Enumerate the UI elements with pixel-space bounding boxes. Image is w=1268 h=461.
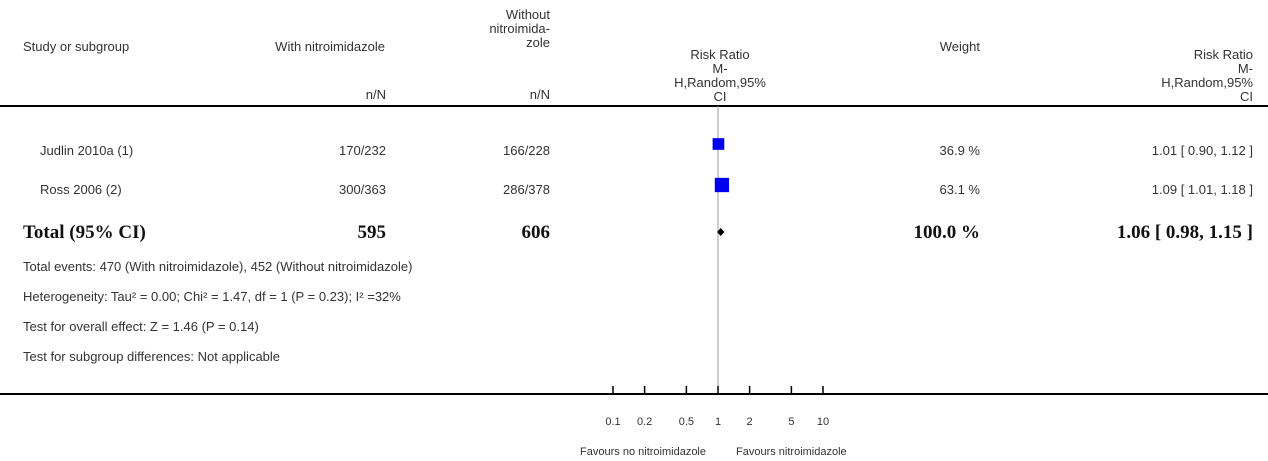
header-plot-line3: H,Random,95% <box>674 75 766 90</box>
pooled-diamond <box>717 228 725 236</box>
header-weight: Weight <box>939 39 980 54</box>
axis-tick-label: 5 <box>788 416 794 428</box>
header-plot-line1: Risk Ratio <box>690 47 750 62</box>
note-subgroup: Test for subgroup differences: Not appli… <box>23 349 281 364</box>
axis-tick-label: 0.1 <box>605 416 620 428</box>
header-plot-line4: CI <box>713 89 727 104</box>
study-control: 166/228 <box>503 143 550 158</box>
header-control-unit: n/N <box>529 87 550 102</box>
study-weight: 36.9 % <box>939 143 980 158</box>
axis-ticks <box>612 386 824 393</box>
header-rr-line2: M- <box>1237 61 1253 76</box>
header-rr-line3: H,Random,95% <box>1161 75 1253 90</box>
axis-tick-label: 1 <box>715 416 721 428</box>
axis-tick-label: 0.5 <box>679 416 694 428</box>
header-treatment-unit: n/N <box>365 87 386 102</box>
study-point-estimate <box>714 177 730 193</box>
study-markers <box>712 138 730 193</box>
axis-tick-label: 10 <box>817 416 829 428</box>
study-treatment: 300/363 <box>339 182 386 197</box>
total-treatment: 595 <box>357 222 387 243</box>
study-ci-text: 1.01 [ 0.90, 1.12 ] <box>1151 143 1253 158</box>
total-ci-text: 1.06 [ 0.98, 1.15 ] <box>1116 222 1253 243</box>
header-rule <box>0 105 1268 107</box>
study-treatment: 170/232 <box>339 143 386 158</box>
axis-tick-labels: 0.1 0.2 0.5 1 2 5 10 <box>605 416 829 428</box>
study-name: Judlin 2010a (1) <box>40 143 134 158</box>
study-weight: 63.1 % <box>939 182 980 197</box>
study-ci-text: 1.09 [ 1.01, 1.18 ] <box>1151 182 1253 197</box>
favours-right-label: Favours nitroimidazole <box>736 446 847 458</box>
note-overall-effect: Test for overall effect: Z = 1.46 (P = 0… <box>23 319 259 334</box>
bottom-rule <box>0 393 1268 395</box>
study-control: 286/378 <box>503 182 550 197</box>
header-control-line1: Without <box>505 7 550 22</box>
header-treatment: With nitroimidazole <box>275 39 385 54</box>
total-label: Total (95% CI) <box>23 222 146 243</box>
header-control-line2: nitroimida- <box>489 21 550 36</box>
total-control: 606 <box>521 222 551 243</box>
favours-left-label: Favours no nitroimidazole <box>580 446 706 458</box>
header-control-line3: zole <box>526 35 550 50</box>
total-weight: 100.0 % <box>913 222 981 243</box>
study-name: Ross 2006 (2) <box>40 182 122 197</box>
note-heterogeneity: Heterogeneity: Tau² = 0.00; Chi² = 1.47,… <box>23 289 401 304</box>
axis-tick-label: 0.2 <box>637 416 652 428</box>
header-study: Study or subgroup <box>23 39 130 54</box>
header-rr-line1: Risk Ratio <box>1193 47 1253 62</box>
header-plot-line2: M- <box>712 61 728 76</box>
axis-tick-label: 2 <box>747 416 753 428</box>
header-rr-line4: CI <box>1240 89 1253 104</box>
note-total-events: Total events: 470 (With nitroimidazole),… <box>23 259 413 274</box>
study-point-estimate <box>712 138 725 150</box>
